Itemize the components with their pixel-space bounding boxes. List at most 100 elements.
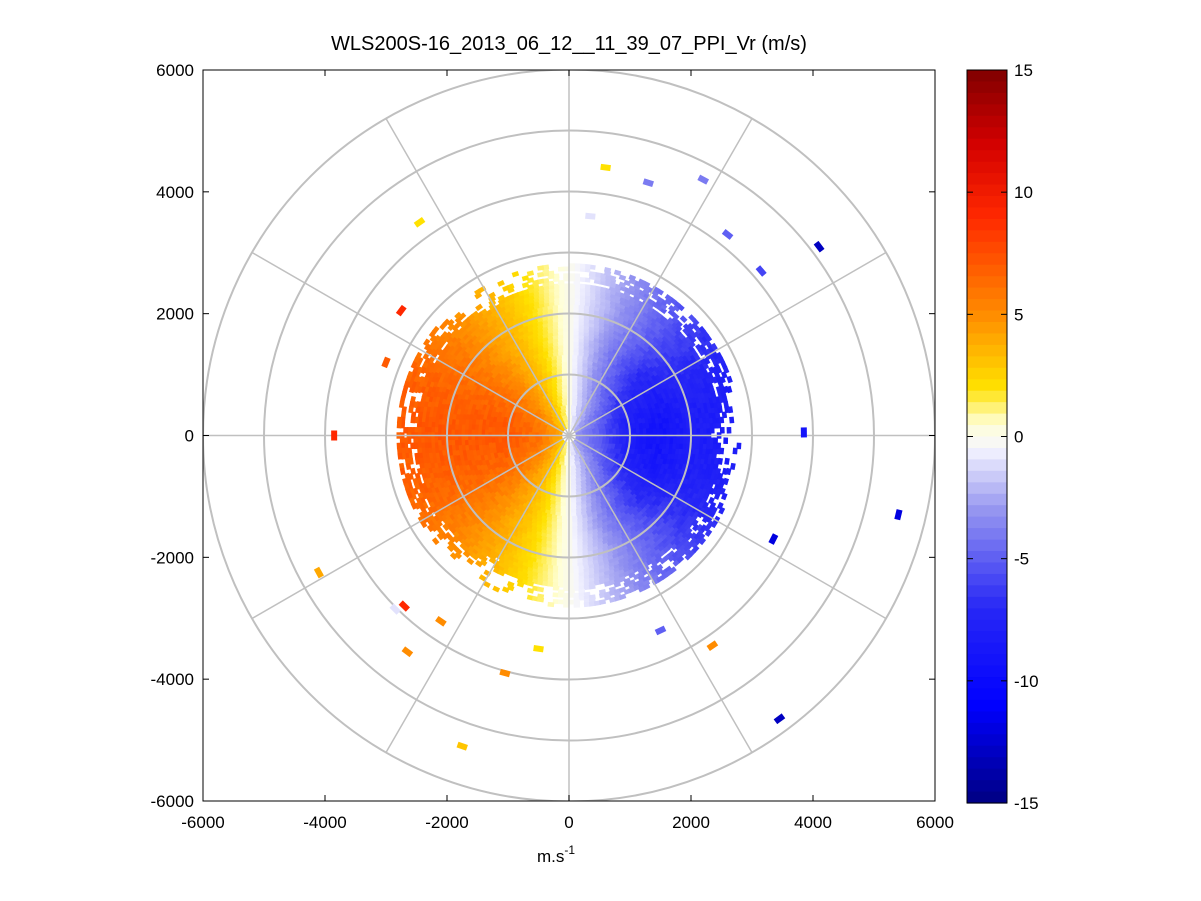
field-cell xyxy=(723,437,729,444)
colorbar-swatch xyxy=(967,425,1007,438)
colorbar-swatch xyxy=(967,241,1007,254)
colorbar-swatch xyxy=(967,505,1007,518)
colorbar-swatch xyxy=(967,677,1007,690)
colorbar-swatch xyxy=(967,230,1007,243)
colorbar-swatch xyxy=(967,207,1007,220)
colorbar-swatch xyxy=(967,276,1007,289)
colorbar-swatch xyxy=(967,287,1007,300)
colorbar-swatch xyxy=(967,184,1007,197)
colorbar-swatch xyxy=(967,299,1007,312)
colorbar-swatch xyxy=(967,104,1007,117)
field-cell xyxy=(726,427,732,434)
colorbar-tick-label: 10 xyxy=(1014,183,1033,202)
colorbar-swatch xyxy=(967,665,1007,678)
x-axis-label: m.s-1 xyxy=(537,843,575,866)
field-cell xyxy=(397,452,403,460)
field-cell xyxy=(488,553,497,561)
colorbar-swatch xyxy=(967,70,1007,83)
colorbar-swatch xyxy=(967,115,1007,128)
colorbar-tick-label: -10 xyxy=(1014,672,1039,691)
colorbar-swatch xyxy=(967,161,1007,174)
colorbar-swatch xyxy=(967,768,1007,781)
colorbar-swatch xyxy=(967,470,1007,483)
plot-area: -6000 -4000 -2000 0 2000 4000 6000 -6000 -4000 -… xyxy=(151,61,954,866)
x-tick-label: 2000 xyxy=(672,813,710,832)
colorbar-swatch xyxy=(967,631,1007,644)
colorbar-swatch xyxy=(967,596,1007,609)
colorbar-swatch xyxy=(967,757,1007,770)
colorbar-swatch xyxy=(967,711,1007,724)
colorbar-tick-label: 0 xyxy=(1014,428,1023,447)
colorbar-swatch xyxy=(967,138,1007,151)
colorbar-swatch xyxy=(967,482,1007,495)
colorbar-swatch xyxy=(967,745,1007,758)
colorbar-swatch xyxy=(967,573,1007,586)
field-cell xyxy=(410,416,416,424)
colorbar-swatch xyxy=(967,310,1007,323)
colorbar-swatch xyxy=(967,654,1007,667)
field-cell xyxy=(480,551,488,559)
colorbar-swatch xyxy=(967,528,1007,541)
x-tick-label: 4000 xyxy=(794,813,832,832)
colorbar-swatch xyxy=(967,699,1007,712)
field-cell xyxy=(736,442,742,450)
colorbar-tick-label: 5 xyxy=(1014,305,1023,324)
colorbar-swatch xyxy=(967,253,1007,266)
y-tick-label: -2000 xyxy=(151,548,194,567)
colorbar-swatch xyxy=(967,81,1007,94)
field-cell xyxy=(719,427,725,434)
colorbar-swatch xyxy=(967,264,1007,277)
colorbar-swatch xyxy=(967,551,1007,564)
field-cell xyxy=(573,602,581,608)
colorbar-swatch xyxy=(967,780,1007,793)
velocity-field xyxy=(396,263,742,608)
colorbar-tick-label: 15 xyxy=(1014,61,1033,80)
y-tick-label: 6000 xyxy=(156,61,194,80)
y-tick-label: 4000 xyxy=(156,183,194,202)
field-cell xyxy=(718,447,725,455)
field-cell xyxy=(557,266,565,272)
colorbar-swatch xyxy=(967,539,1007,552)
colorbar-swatch xyxy=(967,459,1007,472)
colorbar-tick-label: -5 xyxy=(1014,550,1029,569)
colorbar-swatch xyxy=(967,390,1007,403)
colorbar-swatch xyxy=(967,436,1007,449)
y-tick-label: 0 xyxy=(185,427,194,446)
y-tick-label: -4000 xyxy=(151,670,194,689)
colorbar-swatch xyxy=(967,150,1007,163)
outlier-cell xyxy=(800,427,807,438)
field-cell xyxy=(713,437,719,444)
colorbar-swatch xyxy=(967,333,1007,346)
colorbar-swatch xyxy=(967,402,1007,415)
field-cell xyxy=(547,601,555,608)
colorbar-swatch xyxy=(967,516,1007,529)
colorbar-swatch xyxy=(967,447,1007,461)
x-tick-label: 0 xyxy=(564,813,573,832)
field-cell xyxy=(716,421,722,429)
colorbar-swatch xyxy=(967,562,1007,575)
colorbar: 15 10 5 0 -5 -10 -15 xyxy=(966,61,1039,813)
colorbar-swatch xyxy=(967,173,1007,186)
x-tick-label: -6000 xyxy=(181,813,224,832)
colorbar-swatch xyxy=(967,688,1007,701)
colorbar-swatch xyxy=(967,218,1007,231)
x-tick-label: 6000 xyxy=(916,813,954,832)
colorbar-swatch xyxy=(967,195,1007,209)
field-cell xyxy=(588,584,596,590)
x-tick-label: -2000 xyxy=(425,813,468,832)
colorbar-swatch xyxy=(967,493,1007,506)
colorbar-swatch xyxy=(967,722,1007,735)
outlier-cell xyxy=(585,212,596,220)
colorbar-swatch xyxy=(967,321,1007,335)
colorbar-swatch xyxy=(967,127,1007,140)
chart-title: WLS200S-16_2013_06_12__11_39_07_PPI_Vr (… xyxy=(331,33,807,55)
colorbar-swatch xyxy=(967,734,1007,747)
field-cell xyxy=(729,416,735,424)
x-tick-label: -4000 xyxy=(303,813,346,832)
colorbar-swatch xyxy=(967,413,1007,426)
y-tick-label: -6000 xyxy=(151,792,194,811)
colorbar-swatch xyxy=(967,791,1007,804)
colorbar-tick-label: -15 xyxy=(1014,794,1039,813)
outlier-cell xyxy=(331,430,338,441)
